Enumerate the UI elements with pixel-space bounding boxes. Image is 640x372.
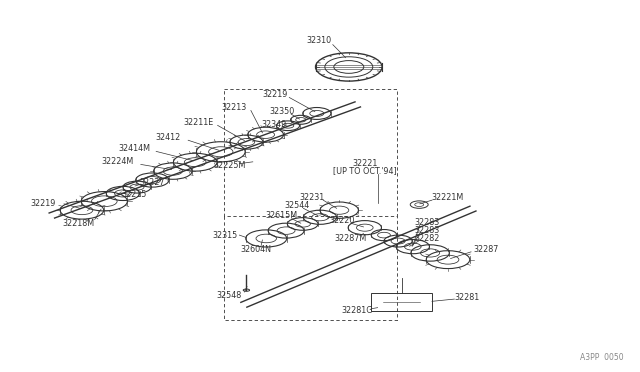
Text: 32281G: 32281G [341,306,373,315]
Text: 32213: 32213 [221,103,246,112]
Text: 32219: 32219 [262,90,288,99]
Text: 32281: 32281 [454,293,480,302]
Text: 32287: 32287 [474,245,499,254]
Text: 32349: 32349 [261,120,287,129]
Bar [371,293,432,311]
Text: 32211E: 32211E [183,118,214,127]
Text: 32548: 32548 [216,291,242,300]
Text: 32283: 32283 [415,218,440,227]
Text: 32227: 32227 [140,178,165,187]
Text: 32350: 32350 [269,107,294,116]
Text: 32231: 32231 [300,193,325,202]
Text: 32218M: 32218M [62,219,94,228]
Text: 32412: 32412 [155,133,180,142]
Text: [UP TO OCT.'94]: [UP TO OCT.'94] [333,167,397,176]
Text: 32287M: 32287M [335,234,367,243]
Text: 32221: 32221 [352,159,378,168]
Text: 32615M: 32615M [266,211,298,220]
Text: 32604N: 32604N [241,245,271,254]
Text: 32220: 32220 [329,216,355,225]
Text: 32215: 32215 [122,190,147,199]
Text: 32544: 32544 [284,201,310,210]
Text: 32224M: 32224M [102,157,134,166]
Text: A3PP  0050: A3PP 0050 [580,353,623,362]
Text: 32310: 32310 [306,36,332,45]
Text: 32282: 32282 [415,234,440,243]
Text: 32315: 32315 [212,231,238,240]
Text: 32414M: 32414M [118,144,150,153]
Text: 32225M: 32225M [213,161,245,170]
Text: 32283: 32283 [415,226,440,235]
Text: 32221M: 32221M [432,193,464,202]
Text: 32219: 32219 [31,199,56,208]
